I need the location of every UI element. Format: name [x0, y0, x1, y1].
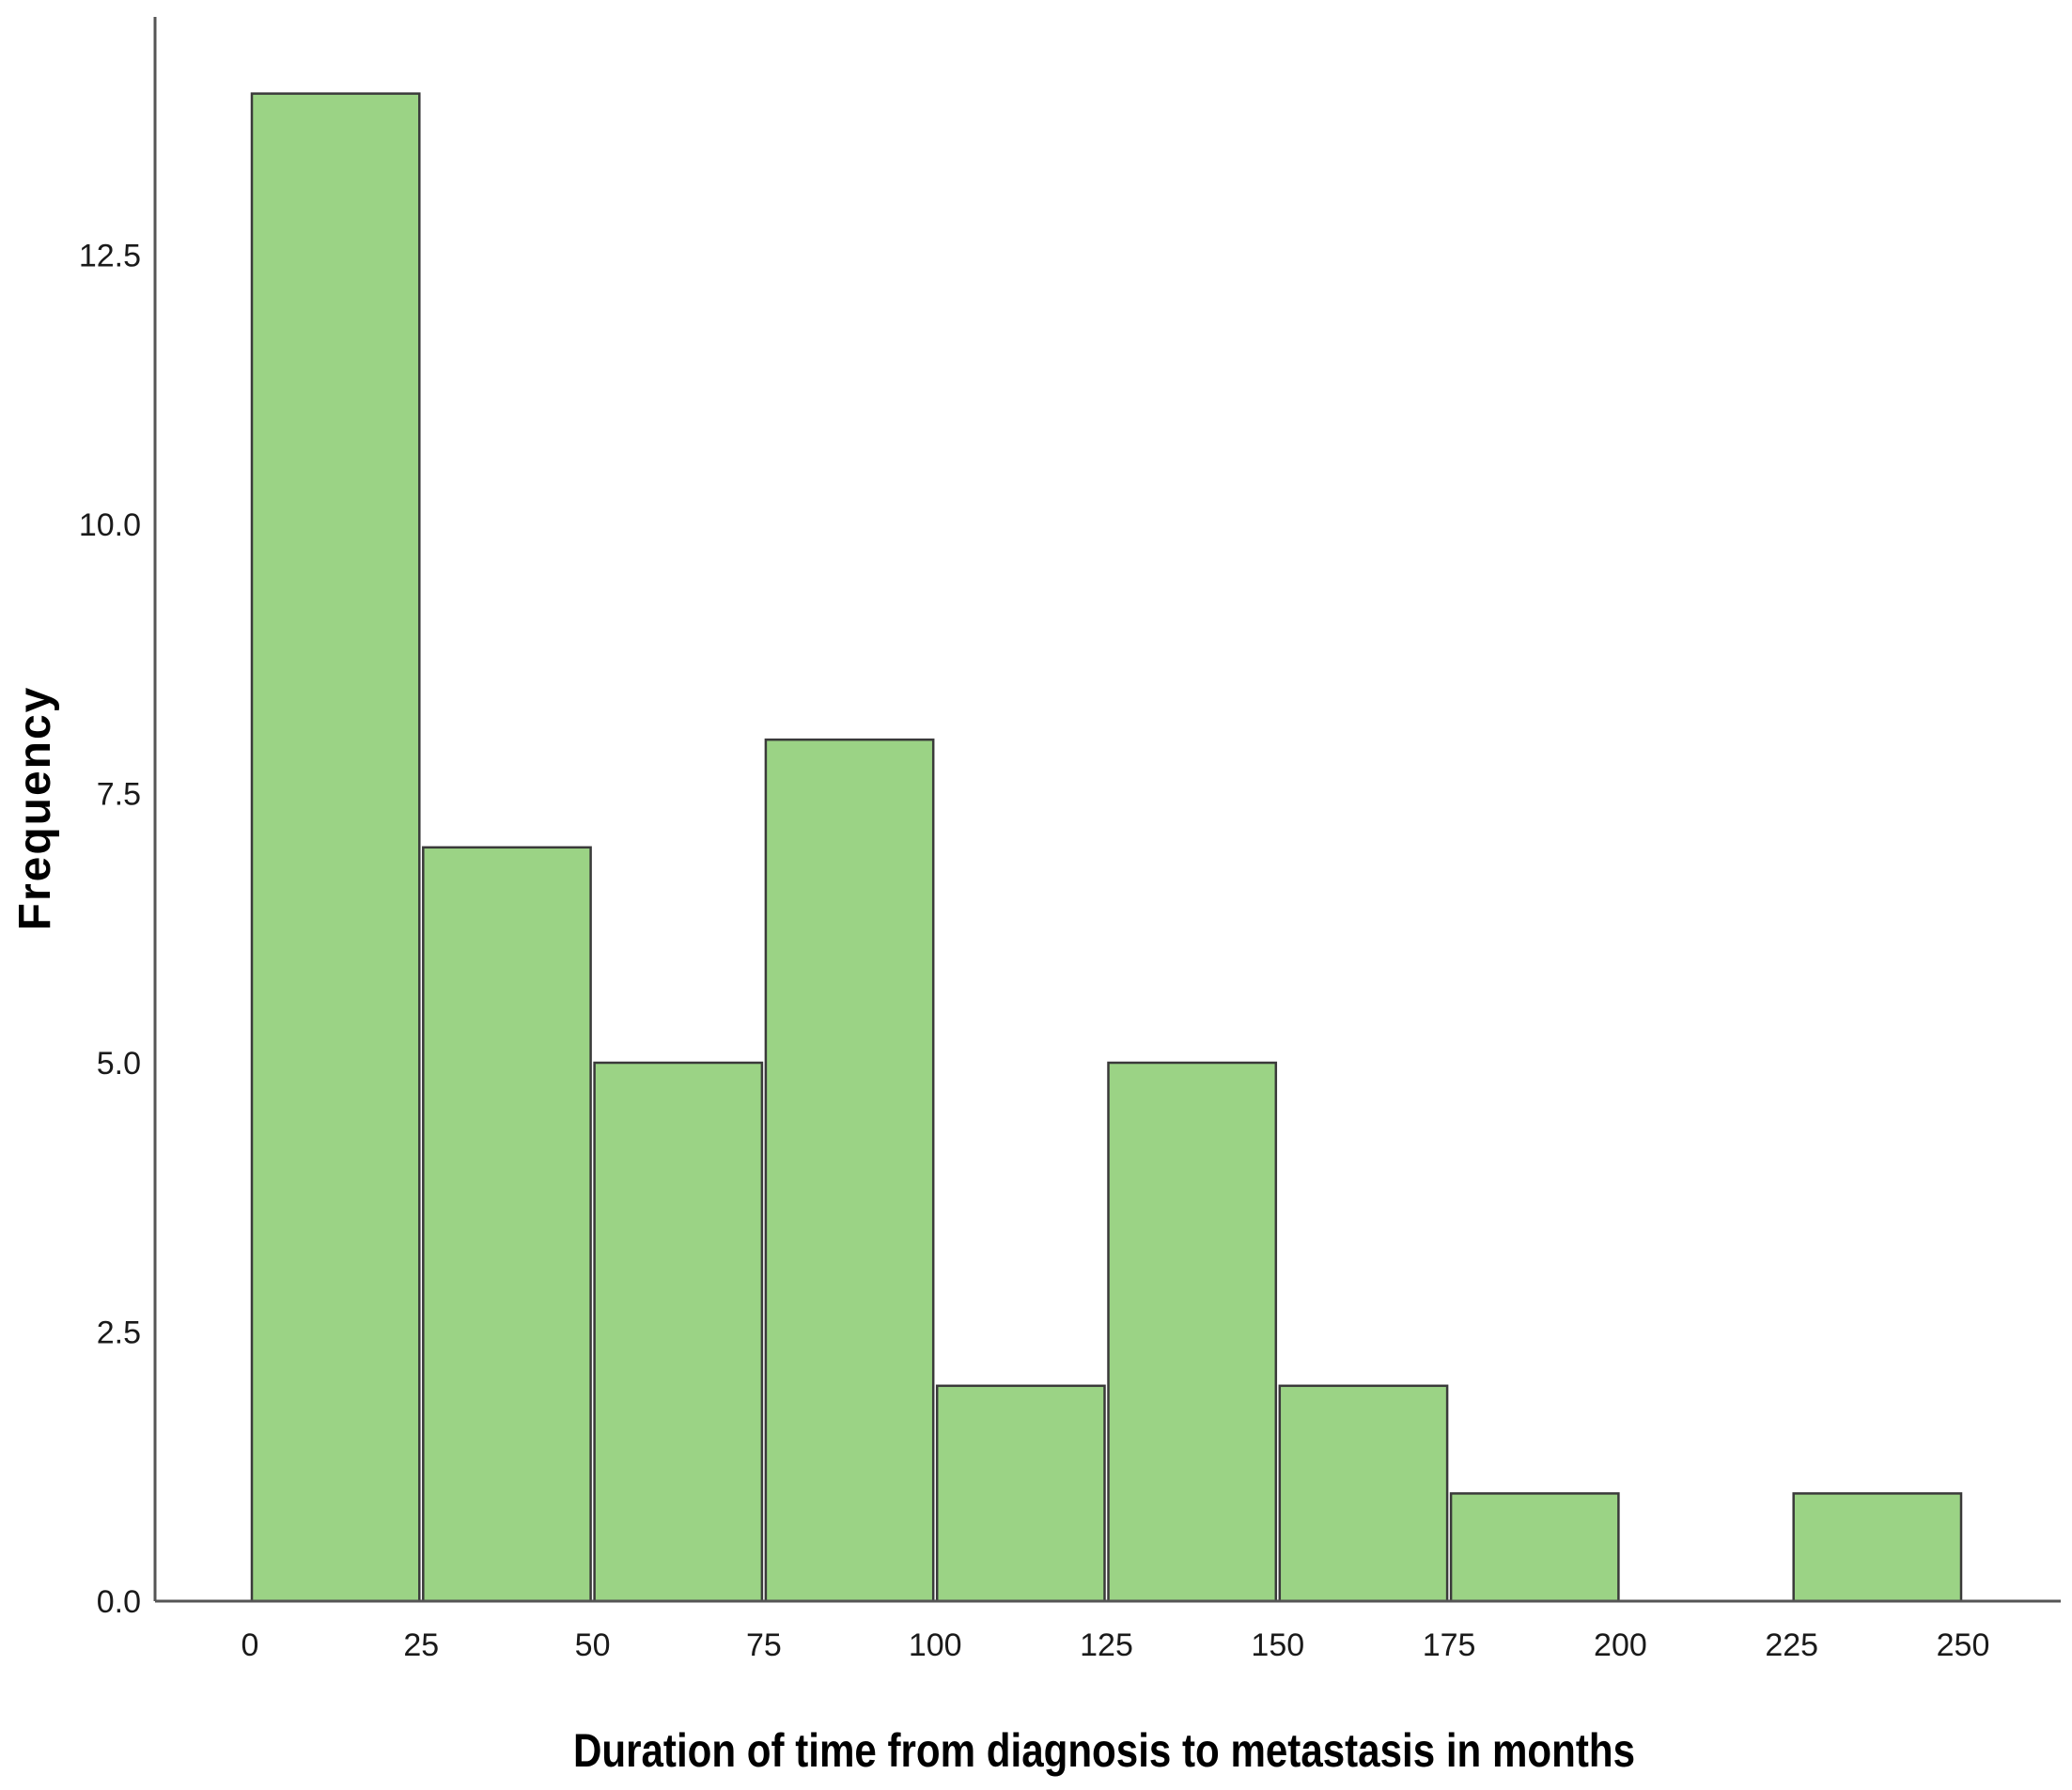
x-tick-label: 25 — [403, 1627, 439, 1663]
x-tick-label: 150 — [1251, 1627, 1304, 1663]
x-tick-label: 50 — [575, 1627, 611, 1663]
histogram-bar-50-75 — [593, 1061, 764, 1603]
y-tick-label: 10.0 — [79, 507, 141, 543]
histogram-bar-75-100 — [764, 738, 935, 1603]
x-axis-label: Duration of time from diagnosis to metas… — [573, 1724, 1635, 1777]
histogram-bar-125-150 — [1107, 1061, 1278, 1603]
x-tick-labels: 0 25 50 75 100 125 150 175 200 225 250 — [241, 1627, 1990, 1663]
histogram-bar-25-50 — [422, 846, 592, 1603]
histogram-bar-0-25 — [250, 92, 421, 1603]
histogram-bar-150-175 — [1278, 1384, 1449, 1603]
x-tick-label: 75 — [746, 1627, 782, 1663]
y-tick-label: 7.5 — [97, 777, 141, 813]
y-axis-label: Frequency — [10, 686, 60, 931]
histogram-bar-175-200 — [1449, 1492, 1620, 1603]
y-tick-labels: 0.0 2.5 5.0 7.5 10.0 12.5 — [79, 239, 141, 1621]
x-tick-label: 200 — [1594, 1627, 1647, 1663]
x-tick-label: 225 — [1765, 1627, 1818, 1663]
y-tick-label: 0.0 — [97, 1584, 141, 1620]
histogram-bar-100-125 — [935, 1384, 1106, 1603]
y-tick-label: 5.0 — [97, 1046, 141, 1082]
y-tick-label: 2.5 — [97, 1315, 141, 1351]
bars-group — [250, 92, 1963, 1603]
histogram-bar-225-250 — [1792, 1492, 1963, 1603]
x-tick-label: 0 — [241, 1627, 259, 1663]
x-tick-label: 250 — [1937, 1627, 1990, 1663]
y-tick-label: 12.5 — [79, 239, 141, 274]
x-tick-label: 125 — [1080, 1627, 1133, 1663]
x-tick-label: 100 — [909, 1627, 962, 1663]
x-tick-label: 175 — [1423, 1627, 1476, 1663]
